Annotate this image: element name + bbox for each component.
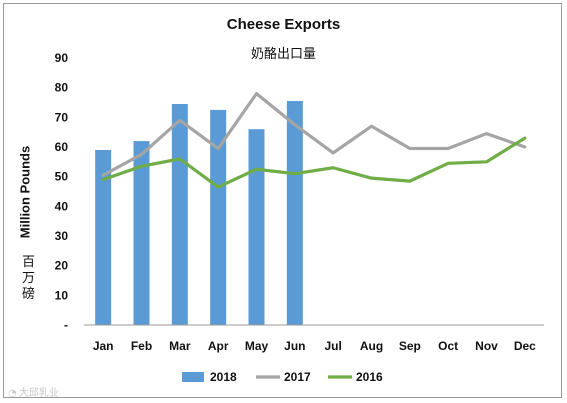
bar-2018-feb: [133, 141, 150, 325]
bar-series: [95, 101, 303, 326]
x-tick-label: Sep: [399, 339, 421, 353]
y-tick-label: 20: [55, 259, 69, 273]
y-axis-ticks: - 10 20 30 40 50 60 70 80 90: [55, 51, 69, 332]
x-tick-label: Dec: [514, 339, 536, 353]
y-tick-label: 50: [55, 170, 69, 184]
chart-subtitle: 奶酪出口量: [250, 47, 316, 62]
bar-2018-may: [248, 129, 265, 325]
bar-2018-jun: [286, 101, 303, 326]
y-tick-label: 10: [55, 288, 69, 302]
x-tick-label: Aug: [360, 339, 383, 353]
line-series-2017: [101, 91, 527, 177]
x-tick-label: Jul: [324, 339, 341, 353]
y-tick-label: 80: [55, 81, 69, 95]
legend-label-2016: 2016: [356, 370, 383, 384]
x-tick-label: Feb: [131, 339, 152, 353]
legend-swatch-2018: [182, 372, 204, 382]
x-axis-ticks: Jan Feb Mar Apr May Jun Jul Aug Sep Oct Nov Dec: [93, 339, 536, 353]
y-tick-label: 70: [55, 110, 69, 124]
bar-2018-apr: [210, 109, 227, 326]
y-tick-label: 90: [55, 51, 69, 65]
y-tick-label: 40: [55, 199, 69, 213]
bar-2018-mar: [171, 103, 188, 325]
legend-label-2017: 2017: [284, 370, 311, 384]
legend-label-2018: 2018: [210, 370, 237, 384]
y-axis-label-cn: 百万磅: [22, 255, 36, 302]
x-tick-label: May: [245, 339, 269, 353]
y-tick-label: 30: [55, 229, 69, 243]
chart-title: Cheese Exports: [226, 16, 341, 33]
x-tick-label: Oct: [438, 339, 458, 353]
x-tick-label: Nov: [475, 339, 498, 353]
line-series: [101, 91, 527, 189]
bar-2018-jan: [95, 149, 112, 325]
watermark: ◔ 大邱乳业: [8, 384, 59, 399]
y-tick-label: -: [64, 318, 68, 332]
x-tick-label: Mar: [169, 339, 191, 353]
y-tick-label: 60: [55, 140, 69, 154]
legend: 2018 2017 2016: [182, 370, 383, 384]
watermark-text: 大邱乳业: [18, 388, 59, 399]
x-tick-label: Jun: [284, 339, 305, 353]
x-tick-label: Apr: [208, 339, 229, 353]
weibo-icon: ◔: [8, 388, 17, 399]
line-series-2016: [101, 136, 527, 189]
x-tick-label: Jan: [93, 339, 114, 353]
